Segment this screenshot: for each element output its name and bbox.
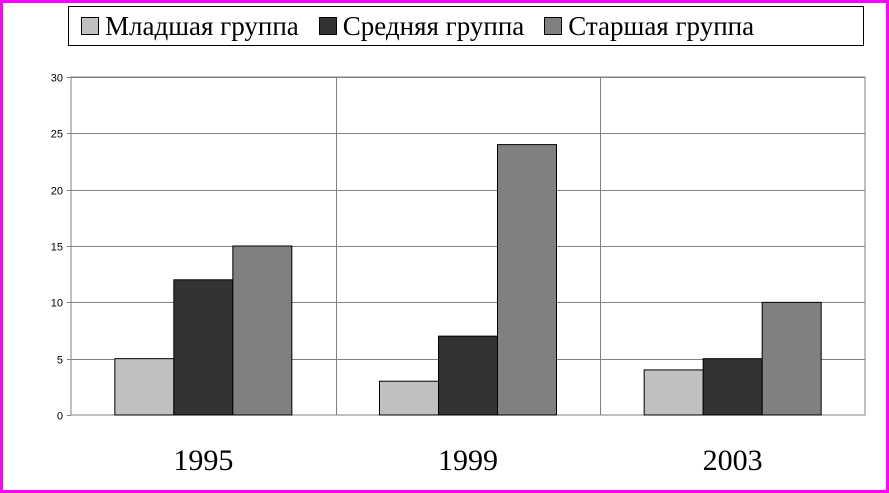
legend-item-junior: Младшая группа <box>81 11 299 42</box>
y-tick-label-30: 30 <box>51 73 63 85</box>
y-tick-label-15: 15 <box>51 242 63 254</box>
y-tick-label-5: 5 <box>57 355 63 367</box>
legend-label-junior: Младшая группа <box>105 10 299 41</box>
bar-2003-series-1 <box>702 358 763 416</box>
x-category-label-1999: 1999 <box>438 444 498 477</box>
legend-swatch-senior <box>544 17 563 35</box>
y-tick-label-20: 20 <box>51 186 63 198</box>
bar-1999-series-0 <box>379 380 439 416</box>
bar-2003-series-2 <box>761 301 822 416</box>
x-category-label-2003: 2003 <box>703 444 763 477</box>
legend-label-middle: Средняя группа <box>342 10 525 41</box>
bar-1999-series-1 <box>438 335 498 416</box>
bar-1999-series-2 <box>497 144 557 416</box>
legend-swatch-junior <box>81 17 99 35</box>
bar-2003-series-0 <box>643 369 704 416</box>
legend-swatch-middle <box>318 17 337 35</box>
x-category-label-1995: 1995 <box>173 444 233 477</box>
legend-label-senior: Старшая группа <box>568 10 755 41</box>
legend-item-senior: Старшая группа <box>544 11 754 42</box>
y-tick-label-25: 25 <box>51 129 63 141</box>
y-tick-label-0: 0 <box>57 411 63 423</box>
bar-1995-series-2 <box>232 245 293 416</box>
chart-legend: Младшая группа Средняя группа Старшая гр… <box>68 6 864 46</box>
y-tick-label-10: 10 <box>51 298 63 310</box>
bar-1995-series-0 <box>114 358 175 416</box>
legend-item-middle: Средняя группа <box>318 10 525 42</box>
bar-1995-series-1 <box>173 279 234 416</box>
